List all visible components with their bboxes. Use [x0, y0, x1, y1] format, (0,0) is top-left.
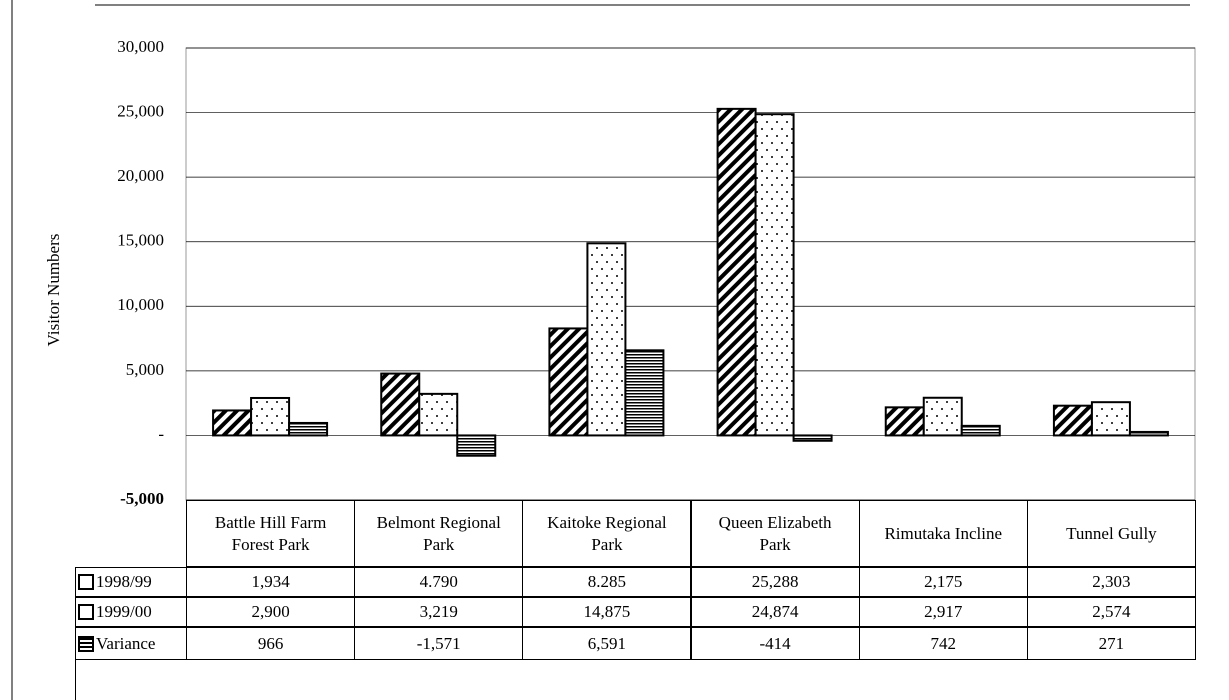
bar: [250, 396, 291, 437]
bar: [716, 107, 757, 437]
data-label: 742: [858, 627, 1028, 660]
legend-entry: 1999/00: [75, 597, 187, 627]
bar: [456, 434, 497, 457]
data-label: 2,303: [1026, 567, 1196, 597]
plot-area: [185, 47, 1196, 501]
legend-entry: 1998/99: [75, 567, 187, 597]
y-tick-label: -: [158, 424, 164, 443]
legend-key: [78, 574, 94, 590]
bar: [1128, 430, 1169, 437]
bar: [792, 434, 833, 442]
y-tick-label: 10,000: [117, 295, 164, 314]
legend-entry: Variance: [75, 627, 187, 660]
bar: [548, 327, 589, 437]
category-label: Kaitoke Regional Park: [522, 500, 692, 567]
bar: [754, 113, 795, 437]
y-tick-label: 15,000: [117, 231, 164, 250]
data-label: 2,917: [858, 597, 1028, 627]
data-label: 2,900: [186, 597, 356, 627]
data-label: 25,288: [690, 567, 860, 597]
bar: [960, 424, 1001, 437]
bar: [624, 349, 665, 437]
legend-text: Variance: [96, 633, 156, 653]
legend-key: [78, 604, 94, 620]
bar: [1090, 401, 1131, 437]
y-axis-label: Visitor Numbers: [44, 234, 63, 347]
data-label: 1,934: [186, 567, 356, 597]
data-label: 966: [186, 627, 356, 660]
y-tick-label: 5,000: [126, 360, 164, 379]
data-label: 3,219: [354, 597, 524, 627]
bar: [212, 409, 253, 437]
bar: [586, 242, 627, 437]
data-label: 24,874: [690, 597, 860, 627]
bar: [288, 421, 329, 437]
legend-key: [78, 635, 94, 652]
bar: [1052, 404, 1093, 437]
y-tick-label: 25,000: [117, 101, 164, 120]
data-label: 4.790: [354, 567, 524, 597]
category-label: Rimutaka Incline: [858, 500, 1028, 567]
legend-text: 1999/00: [96, 602, 152, 621]
legend-text: 1998/99: [96, 572, 152, 591]
category-label: Tunnel Gully: [1026, 500, 1196, 567]
data-label: -1,571: [354, 627, 524, 660]
data-label: 2,574: [1026, 597, 1196, 627]
category-label: Queen Elizabeth Park: [690, 500, 860, 567]
data-label: 14,875: [522, 597, 692, 627]
data-label: 6,591: [522, 627, 692, 660]
category-label: Battle Hill Farm Forest Park: [186, 500, 356, 567]
category-label: Belmont Regional Park: [354, 500, 524, 567]
data-label: 271: [1026, 627, 1196, 660]
data-label: 2,175: [858, 567, 1028, 597]
y-tick-label: 20,000: [117, 166, 164, 185]
y-tick-label: -5,000: [120, 489, 164, 508]
bar: [922, 396, 963, 437]
y-tick-label: 30,000: [117, 37, 164, 56]
bar: [884, 406, 925, 437]
bar: [380, 372, 421, 437]
table-frame: [75, 660, 76, 700]
data-label: -414: [690, 627, 860, 660]
bar: [418, 392, 459, 437]
data-label: 8.285: [522, 567, 692, 597]
